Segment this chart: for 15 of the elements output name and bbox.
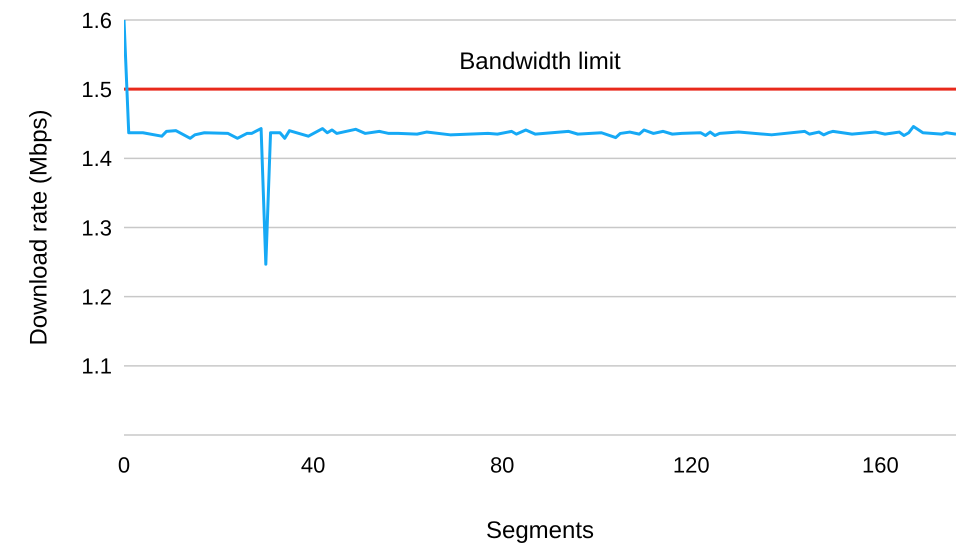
y-tick-label: 1.4 [81,146,112,172]
y-tick-label: 1.3 [81,215,112,240]
y-axis-title: Download rate (Mbps) [26,109,53,346]
x-axis-title: Segments [486,517,594,544]
x-tick-label: 40 [300,452,326,478]
y-tick-label: 1.2 [81,284,112,310]
x-tick-label: 80 [490,452,514,478]
line-series [124,20,956,266]
x-tick-label: 0 [118,452,130,478]
ref-line-label: Bandwidth limit [459,48,622,76]
x-tick-label: 160 [862,452,899,478]
y-tick-label: 1.1 [81,354,112,379]
x-tick-label: 120 [672,452,710,478]
y-tick-label: 1.6 [81,8,112,33]
y-tick-label: 1.5 [81,76,112,102]
